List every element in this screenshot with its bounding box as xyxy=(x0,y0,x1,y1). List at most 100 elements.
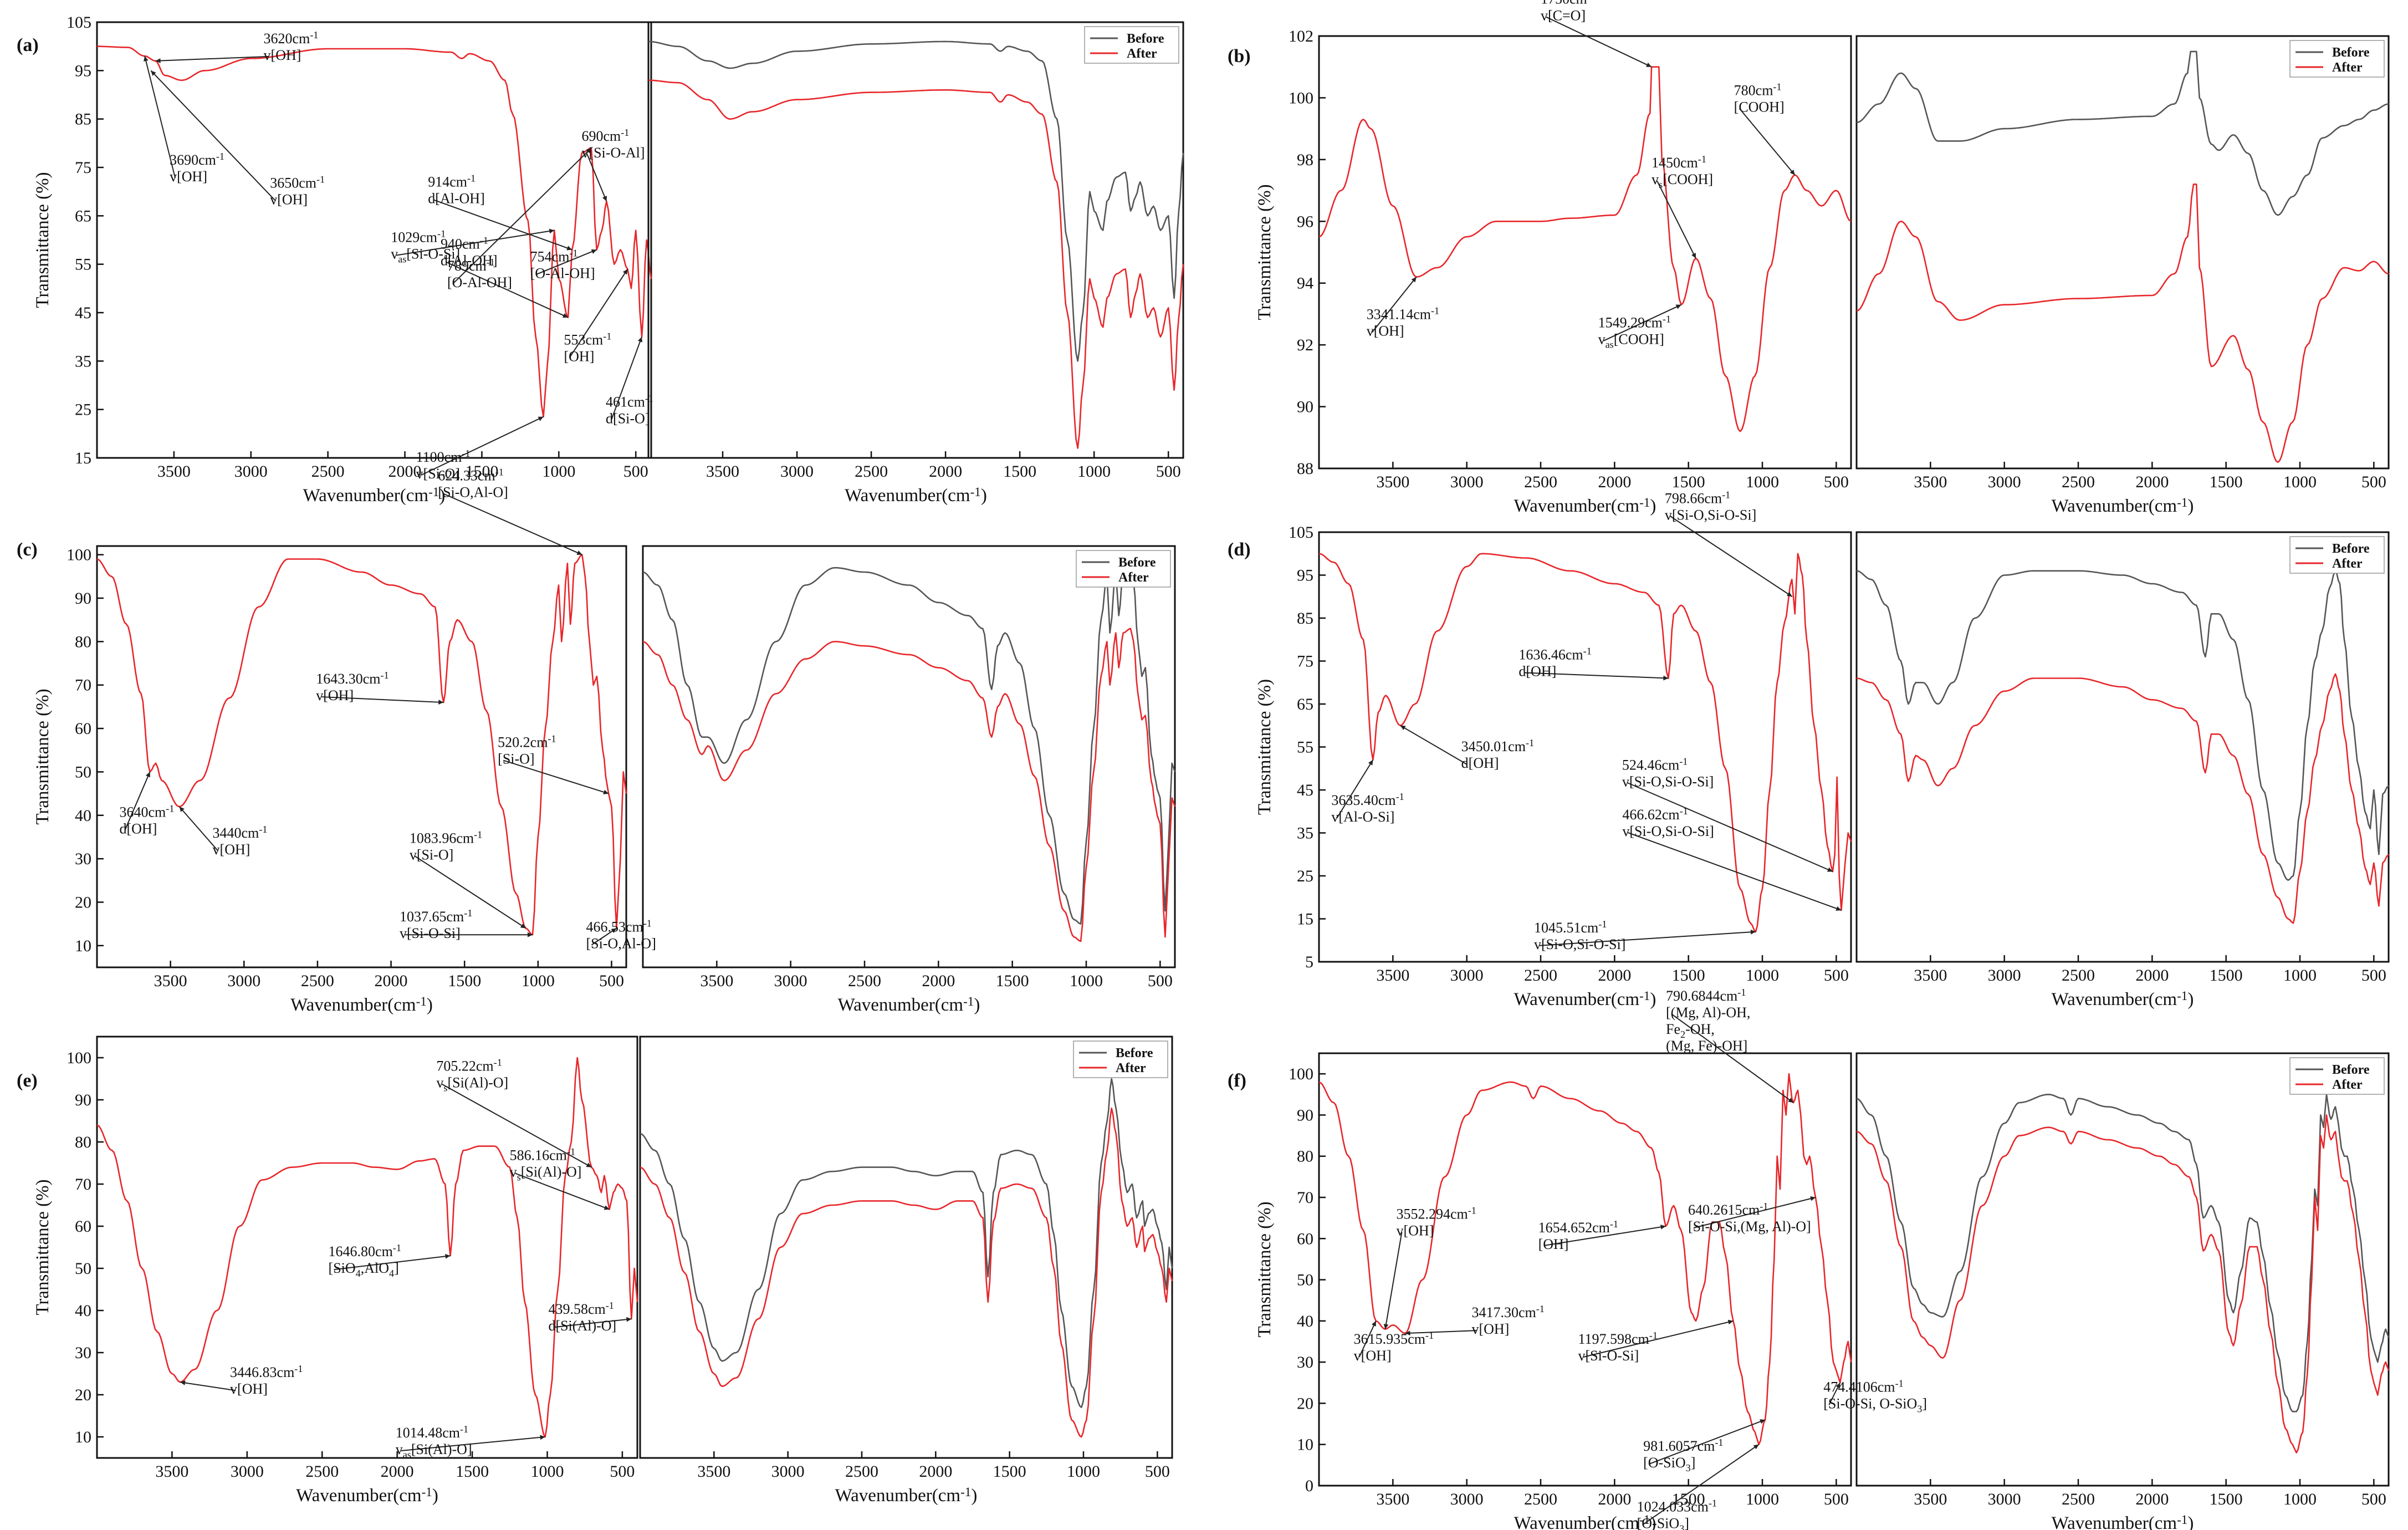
annotation-arrowhead xyxy=(622,269,628,275)
y-axis-label: Transmittance (%) xyxy=(1255,1201,1275,1337)
x-tick-label: 1500 xyxy=(996,972,1029,990)
panel-a-annotated-spectrum: 3500 3000 2500 2000 1500 1000 500 Wavenumber(cm… xyxy=(33,13,653,506)
annotation-text: v[Si-O-Al] xyxy=(581,145,645,161)
annotation-text: 466.53cm-1 xyxy=(586,917,651,935)
plot-frame xyxy=(96,21,652,459)
annotation-arrowhead xyxy=(1753,1444,1759,1450)
panel-label: (f) xyxy=(1228,1070,1246,1091)
annotation-text: 3620cm-1 xyxy=(264,29,319,47)
y-tick-label: 65 xyxy=(75,207,91,225)
annotation-arrowhead xyxy=(604,1205,610,1210)
annotation-text: [O-Al-OH] xyxy=(447,274,512,290)
annotation-text: 3635.40cm-1 xyxy=(1331,791,1404,808)
x-tick-label: 1000 xyxy=(531,1462,564,1481)
y-tick-label: 95 xyxy=(75,62,91,80)
y-tick-label: 102 xyxy=(1289,27,1313,45)
panel-label: (e) xyxy=(17,1070,38,1091)
annotation-arrowhead xyxy=(445,1253,451,1259)
annotation-leader-line xyxy=(443,493,582,555)
annotation-leader-line xyxy=(1539,931,1756,946)
y-tick-label: 95 xyxy=(1297,567,1313,585)
y-tick-label: 105 xyxy=(1289,523,1313,542)
y-tick-label: 90 xyxy=(1297,398,1313,416)
x-tick-label: 2000 xyxy=(375,972,408,990)
legend-before-label: Before xyxy=(1118,555,1156,570)
annotation-text: vs[Si(Al)-O] xyxy=(510,1164,582,1183)
annotation-arrowhead xyxy=(626,1317,632,1322)
annotation-arrowhead xyxy=(1660,1225,1666,1230)
peak-annotation: 1450cm-1vs[COOH] xyxy=(1652,154,1713,259)
panel-d-comparison: 3500 3000 2500 2000 1500 1000 500 Wavenumber(cm… xyxy=(1855,531,2390,1009)
peak-annotation: 1636.46cm-1d[OH] xyxy=(1519,646,1669,681)
annotation-leader-line xyxy=(155,55,269,62)
annotation-arrowhead xyxy=(1836,1383,1840,1389)
annotation-text: 3690cm-1 xyxy=(170,151,224,168)
annotation-arrowhead xyxy=(1810,1196,1816,1201)
peak-annotation: 3615.935cm-1v[OH] xyxy=(1354,1320,1434,1364)
plot-frame xyxy=(639,1036,1173,1459)
y-tick-label: 90 xyxy=(75,1091,91,1109)
x-tick-label: 2000 xyxy=(2135,1490,2169,1508)
plot-frame xyxy=(1855,1052,2390,1487)
annotation-text: vas[Si(Al)-O] xyxy=(396,1441,472,1460)
annotation-text: [O-SiO3] xyxy=(1637,1516,1689,1530)
annotation-arrowhead xyxy=(1760,1419,1766,1424)
annotation-text: 1029cm-1 xyxy=(391,228,446,246)
x-tick-label: 3000 xyxy=(771,1462,805,1481)
spectrum-after-line xyxy=(1856,1114,2390,1454)
annotation-text: v[Si-O,Si-O-Si] xyxy=(1665,507,1756,523)
annotation-text: (Mg, Fe)-OH] xyxy=(1666,1038,1747,1054)
annotation-text: d[Si(Al)-O] xyxy=(548,1318,616,1334)
peak-annotation: 790.6844cm-1[(Mg, Al)-OH,Fe2-OH,(Mg, Fe)… xyxy=(1666,987,1794,1103)
peak-annotation: 466.53cm-1[Si-O,Al-O] xyxy=(586,917,656,951)
y-tick-label: 88 xyxy=(1297,460,1313,478)
y-tick-label: 25 xyxy=(1297,867,1313,885)
x-tick-label: 500 xyxy=(1824,473,1849,491)
annotation-text: v[Si-O,Si-O-Si] xyxy=(1622,823,1714,839)
annotation-arrowhead xyxy=(1727,1319,1734,1325)
annotation-arrowhead xyxy=(1663,675,1669,681)
panel-b: (b) 3500 3000 2500 2000 1500 1000 500 Wavenumber… xyxy=(1228,0,2390,516)
legend-after-label: After xyxy=(1127,47,1157,61)
x-tick-label: 1500 xyxy=(1672,966,1705,985)
panel-e-comparison: 3500 3000 2500 2000 1500 1000 500 Wavenumber(cm… xyxy=(639,1036,1173,1506)
annotation-arrowhead xyxy=(155,58,161,63)
annotation-text: 461cm-1 xyxy=(606,393,653,410)
annotation-arrowhead xyxy=(145,772,150,778)
y-tick-label: 25 xyxy=(75,401,91,419)
x-tick-label: 2500 xyxy=(2062,1490,2095,1508)
annotation-leader-line xyxy=(554,1318,632,1328)
spectrum-after-line xyxy=(96,554,627,936)
peak-annotation: 3640cm-1d[OH] xyxy=(120,772,175,837)
y-tick-label: 15 xyxy=(1297,910,1313,929)
annotation-arrowhead xyxy=(1405,1330,1410,1336)
x-tick-label: 3500 xyxy=(157,462,191,481)
x-tick-label: 3000 xyxy=(231,1462,264,1481)
annotation-leader-line xyxy=(1400,725,1468,765)
spectrum-before-line xyxy=(648,40,1184,362)
annotation-arrowhead xyxy=(1786,591,1792,597)
peak-annotation: 474.4106cm-1[Si-O-Si, O-SiO3] xyxy=(1823,1378,1927,1414)
annotation-leader-line xyxy=(124,772,151,830)
annotation-leader-line xyxy=(334,1255,451,1271)
annotation-arrowhead xyxy=(586,1162,592,1167)
annotation-text: v[OH] xyxy=(1471,1321,1509,1337)
annotation-text: 3640cm-1 xyxy=(120,803,175,820)
panel-c: (c) 3500 3000 2500 2000 1500 1000 500 Wavenumber… xyxy=(17,467,1176,1015)
annotation-leader-line xyxy=(1657,180,1696,259)
annotation-text: 1450cm-1 xyxy=(1652,154,1706,171)
spectrum-before-line xyxy=(1856,570,2389,881)
plot-frame xyxy=(1855,531,2390,963)
y-tick-label: 0 xyxy=(1305,1477,1313,1495)
x-tick-label: 3000 xyxy=(227,972,260,990)
y-tick-label: 60 xyxy=(75,1217,91,1236)
legend-before-label: Before xyxy=(1127,32,1164,46)
annotation-arrowhead xyxy=(1400,725,1406,731)
annotation-text: 790.6844cm-1 xyxy=(1666,987,1746,1004)
y-tick-label: 100 xyxy=(67,546,91,564)
spectrum-after-line xyxy=(648,79,1184,449)
x-tick-label: 3500 xyxy=(1376,1490,1409,1508)
annotation-text: 1654.652cm-1 xyxy=(1538,1218,1618,1236)
y-tick-label: 10 xyxy=(75,1428,91,1446)
x-tick-label: 2500 xyxy=(845,1462,878,1481)
